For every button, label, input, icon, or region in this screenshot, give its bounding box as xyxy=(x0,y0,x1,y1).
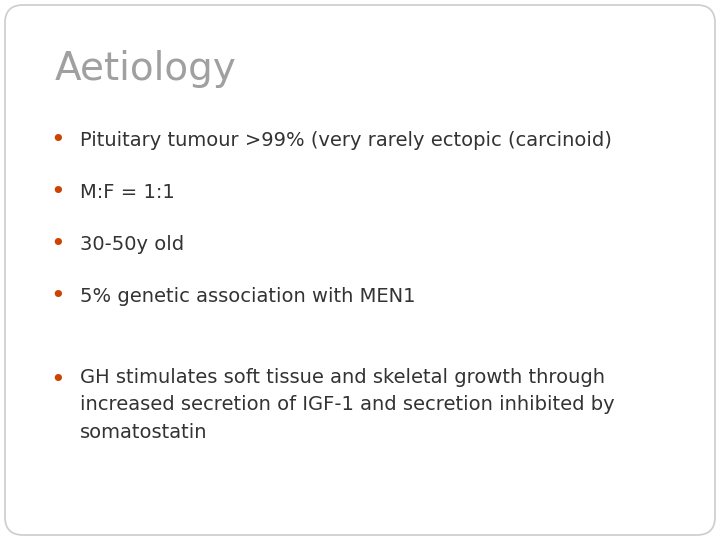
Text: •: • xyxy=(50,368,66,392)
Text: •: • xyxy=(50,128,66,152)
FancyBboxPatch shape xyxy=(5,5,715,535)
Text: 30-50y old: 30-50y old xyxy=(80,234,184,253)
Text: M:F = 1:1: M:F = 1:1 xyxy=(80,183,175,201)
Text: 5% genetic association with MEN1: 5% genetic association with MEN1 xyxy=(80,287,415,306)
Text: Aetiology: Aetiology xyxy=(55,50,237,88)
Text: GH stimulates soft tissue and skeletal growth through
increased secretion of IGF: GH stimulates soft tissue and skeletal g… xyxy=(80,368,615,442)
Text: •: • xyxy=(50,284,66,308)
Text: •: • xyxy=(50,232,66,256)
Text: •: • xyxy=(50,180,66,204)
Text: Pituitary tumour >99% (very rarely ectopic (carcinoid): Pituitary tumour >99% (very rarely ectop… xyxy=(80,131,612,150)
